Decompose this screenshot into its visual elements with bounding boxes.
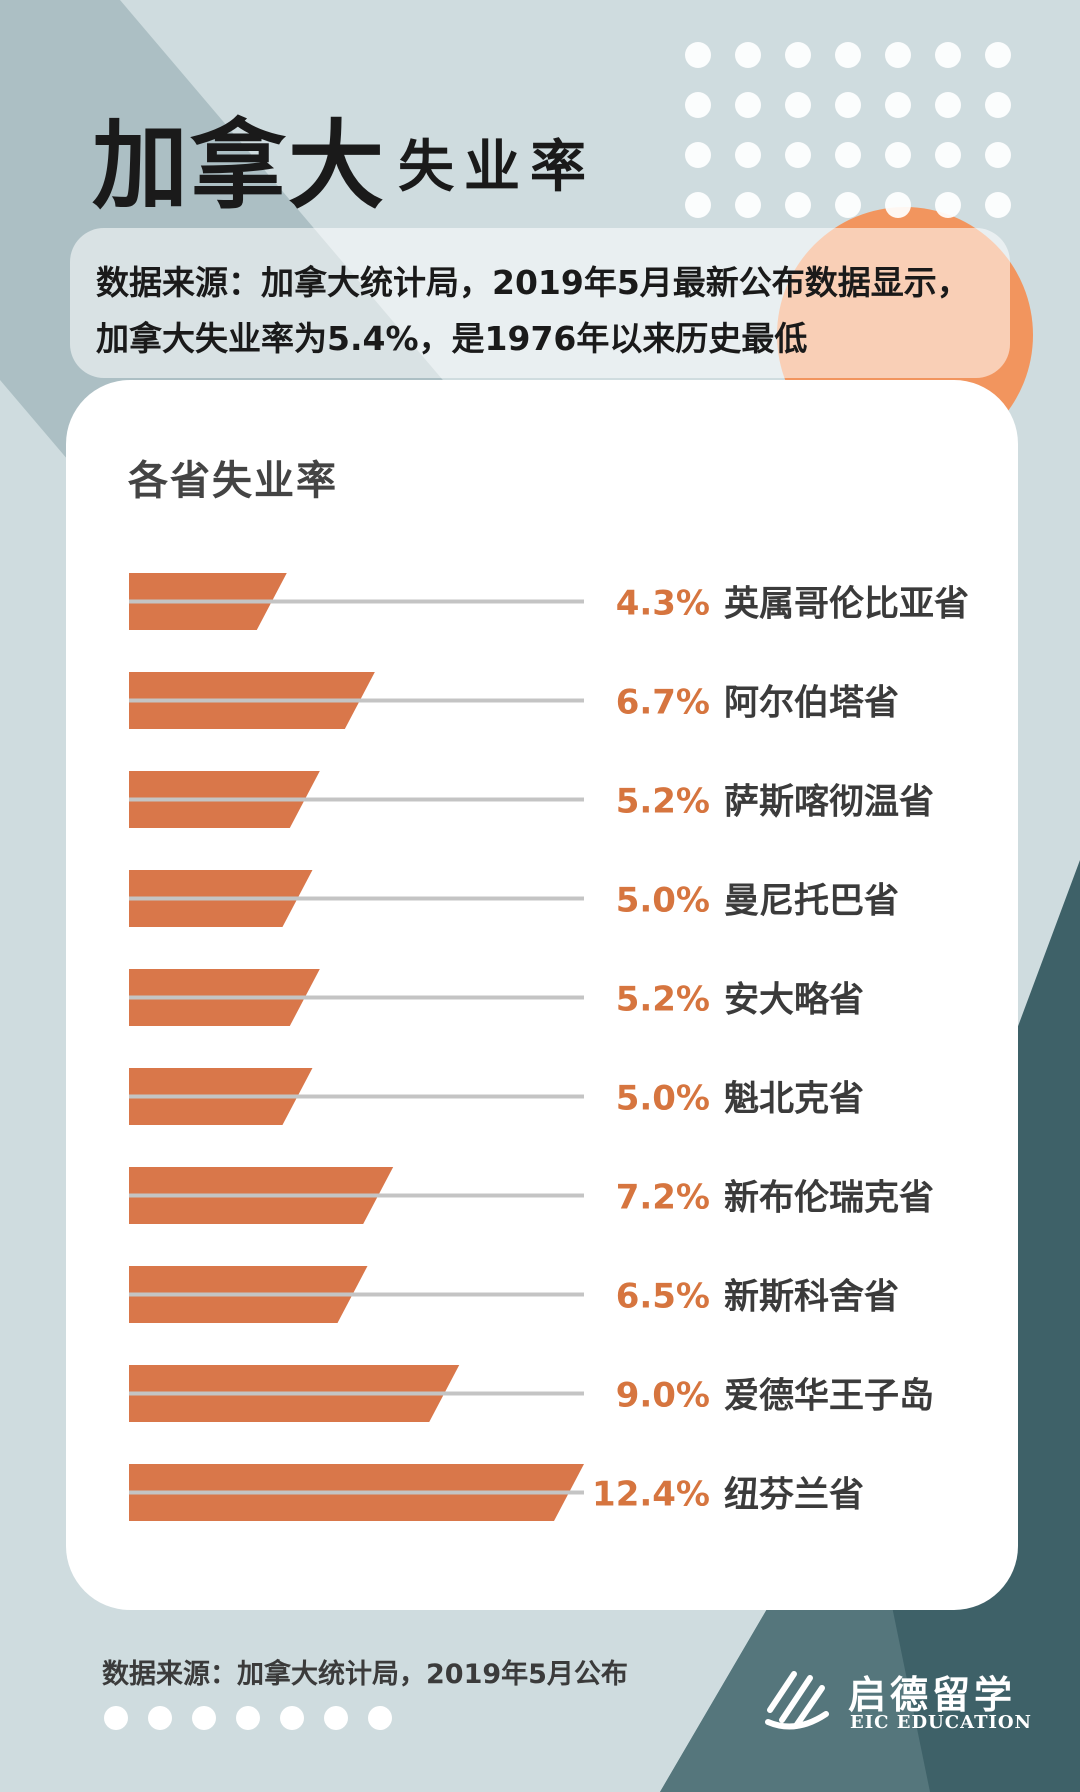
dot-grid-dot: [685, 142, 711, 168]
dot-grid-dot: [785, 192, 811, 218]
dot-grid-dot: [735, 142, 761, 168]
dot-grid-dot: [985, 142, 1011, 168]
dot-grid-dot: [785, 92, 811, 118]
dot-grid-dot: [685, 92, 711, 118]
footer-dot: [280, 1706, 304, 1730]
dot-grid-dot: [935, 42, 961, 68]
dot-grid-dot: [735, 92, 761, 118]
logo-text-en: EIC EDUCATION: [850, 1712, 1033, 1733]
dot-grid-dot: [985, 92, 1011, 118]
footer-dots: [104, 1706, 392, 1730]
dot-grid-dot: [985, 192, 1011, 218]
footer-dot: [324, 1706, 348, 1730]
chart-title: 各省失业率: [128, 458, 338, 504]
dot-grid-dot: [735, 192, 761, 218]
dot-grid-dot: [985, 42, 1011, 68]
dot-grid-dot: [885, 42, 911, 68]
dot-grid-dot: [835, 192, 861, 218]
page-title: 加拿大: [92, 110, 386, 222]
footer-dot: [104, 1706, 128, 1730]
dot-grid-dot: [885, 92, 911, 118]
dot-grid-dot: [685, 192, 711, 218]
footer-dot: [368, 1706, 392, 1730]
footer-source: 数据来源：加拿大统计局，2019年5月公布: [102, 1659, 628, 1690]
intro-line-1: 数据来源：加拿大统计局，2019年5月最新公布数据显示，: [96, 263, 970, 302]
dot-grid-dot: [835, 92, 861, 118]
dot-grid-dot: [835, 142, 861, 168]
dot-grid-dot: [935, 142, 961, 168]
footer-dot: [236, 1706, 260, 1730]
footer-dot: [148, 1706, 172, 1730]
eic-logo-icon: [765, 1671, 829, 1730]
dot-grid-dot: [735, 42, 761, 68]
intro-box: [70, 228, 1010, 378]
logo-text-cn: 启德留学: [848, 1673, 1017, 1717]
dot-grid-dot: [935, 92, 961, 118]
page-subtitle: 失业率: [398, 135, 596, 200]
intro-line-2: 加拿大失业率为5.4%，是1976年以来历史最低: [96, 319, 808, 358]
dot-grid-decoration: [685, 42, 1011, 218]
dot-grid-dot: [935, 192, 961, 218]
chart-card: [66, 380, 1018, 1610]
dot-grid-dot: [885, 142, 911, 168]
dot-grid-dot: [785, 142, 811, 168]
footer-dot: [192, 1706, 216, 1730]
dot-grid-dot: [785, 42, 811, 68]
dot-grid-dot: [685, 42, 711, 68]
dot-grid-dot: [885, 192, 911, 218]
dot-grid-dot: [835, 42, 861, 68]
